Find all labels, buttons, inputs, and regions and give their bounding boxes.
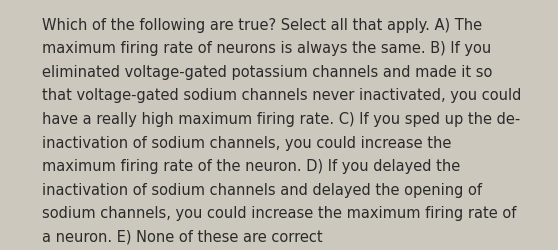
Text: inactivation of sodium channels, you could increase the: inactivation of sodium channels, you cou… [42, 135, 451, 150]
Text: eliminated voltage-gated potassium channels and made it so: eliminated voltage-gated potassium chann… [42, 64, 492, 80]
Text: maximum firing rate of the neuron. D) If you delayed the: maximum firing rate of the neuron. D) If… [42, 158, 460, 174]
Text: Which of the following are true? Select all that apply. A) The: Which of the following are true? Select … [42, 18, 482, 32]
Text: have a really high maximum firing rate. C) If you sped up the de-: have a really high maximum firing rate. … [42, 112, 520, 126]
Text: that voltage-gated sodium channels never inactivated, you could: that voltage-gated sodium channels never… [42, 88, 521, 103]
Text: a neuron. E) None of these are correct: a neuron. E) None of these are correct [42, 229, 323, 244]
Text: sodium channels, you could increase the maximum firing rate of: sodium channels, you could increase the … [42, 206, 516, 220]
Text: inactivation of sodium channels and delayed the opening of: inactivation of sodium channels and dela… [42, 182, 482, 197]
Text: maximum firing rate of neurons is always the same. B) If you: maximum firing rate of neurons is always… [42, 41, 491, 56]
